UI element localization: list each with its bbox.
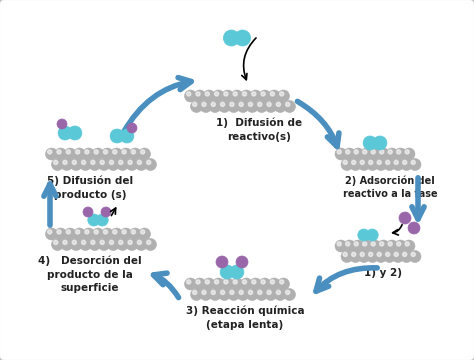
Circle shape <box>192 290 197 294</box>
Circle shape <box>137 160 142 165</box>
Circle shape <box>141 230 145 234</box>
Circle shape <box>224 92 228 96</box>
Circle shape <box>366 251 379 262</box>
Circle shape <box>346 150 350 154</box>
Circle shape <box>240 90 252 102</box>
Circle shape <box>215 92 219 96</box>
Circle shape <box>236 256 248 268</box>
Circle shape <box>211 102 215 107</box>
Circle shape <box>354 242 358 246</box>
Circle shape <box>408 222 420 234</box>
Circle shape <box>131 150 136 154</box>
Circle shape <box>82 160 86 165</box>
Circle shape <box>219 100 230 112</box>
Circle shape <box>146 240 151 244</box>
Circle shape <box>246 288 258 301</box>
Circle shape <box>360 252 365 256</box>
Circle shape <box>215 280 219 284</box>
Circle shape <box>228 100 240 112</box>
Circle shape <box>394 252 398 256</box>
Circle shape <box>402 160 407 165</box>
Circle shape <box>411 252 415 256</box>
Circle shape <box>100 160 104 165</box>
Circle shape <box>363 150 367 154</box>
Circle shape <box>337 150 341 154</box>
Circle shape <box>341 251 353 262</box>
Circle shape <box>110 148 123 160</box>
Circle shape <box>72 160 76 165</box>
Text: 1) y 2): 1) y 2) <box>364 268 402 278</box>
Circle shape <box>386 160 390 165</box>
Circle shape <box>138 148 151 160</box>
Circle shape <box>237 100 249 112</box>
Circle shape <box>61 238 73 251</box>
Circle shape <box>276 102 281 107</box>
Circle shape <box>250 278 262 290</box>
Circle shape <box>392 158 404 171</box>
Circle shape <box>375 251 387 262</box>
Circle shape <box>386 148 398 160</box>
Circle shape <box>209 100 221 112</box>
Circle shape <box>335 148 347 160</box>
Circle shape <box>117 238 128 251</box>
Circle shape <box>373 136 387 150</box>
Circle shape <box>361 148 373 160</box>
Circle shape <box>110 228 123 240</box>
Circle shape <box>64 148 76 160</box>
Circle shape <box>200 100 212 112</box>
Circle shape <box>88 214 100 226</box>
Circle shape <box>369 240 381 252</box>
Circle shape <box>230 290 234 294</box>
Circle shape <box>255 100 268 112</box>
Circle shape <box>371 150 375 154</box>
Circle shape <box>235 30 251 46</box>
Circle shape <box>363 136 377 150</box>
Circle shape <box>94 230 98 234</box>
Circle shape <box>191 100 202 112</box>
Circle shape <box>135 238 147 251</box>
Circle shape <box>82 228 95 240</box>
Circle shape <box>91 160 95 165</box>
Circle shape <box>377 240 390 252</box>
Circle shape <box>397 242 401 246</box>
Circle shape <box>242 92 246 96</box>
Circle shape <box>216 256 228 268</box>
Circle shape <box>91 240 95 244</box>
Circle shape <box>52 158 64 171</box>
Circle shape <box>380 150 384 154</box>
Text: 1)  Difusión de
reactivo(s): 1) Difusión de reactivo(s) <box>216 118 302 142</box>
Circle shape <box>46 228 57 240</box>
Circle shape <box>92 148 104 160</box>
Circle shape <box>196 92 200 96</box>
Circle shape <box>401 158 412 171</box>
Circle shape <box>66 150 71 154</box>
Circle shape <box>380 242 384 246</box>
Circle shape <box>103 230 108 234</box>
Circle shape <box>231 278 243 290</box>
Circle shape <box>122 150 126 154</box>
Circle shape <box>248 102 253 107</box>
Circle shape <box>122 230 126 234</box>
Circle shape <box>403 240 415 252</box>
Circle shape <box>203 90 215 102</box>
Circle shape <box>371 242 375 246</box>
Circle shape <box>54 240 58 244</box>
Circle shape <box>57 230 61 234</box>
Circle shape <box>70 238 82 251</box>
Circle shape <box>343 252 347 256</box>
Circle shape <box>187 92 191 96</box>
Circle shape <box>392 251 404 262</box>
Circle shape <box>128 240 132 244</box>
Circle shape <box>66 230 71 234</box>
Circle shape <box>187 280 191 284</box>
Circle shape <box>233 92 237 96</box>
Circle shape <box>55 228 67 240</box>
Circle shape <box>375 158 387 171</box>
Circle shape <box>85 150 89 154</box>
Circle shape <box>83 207 93 217</box>
Circle shape <box>231 90 243 102</box>
Circle shape <box>349 158 362 171</box>
Circle shape <box>89 238 100 251</box>
Circle shape <box>280 280 284 284</box>
